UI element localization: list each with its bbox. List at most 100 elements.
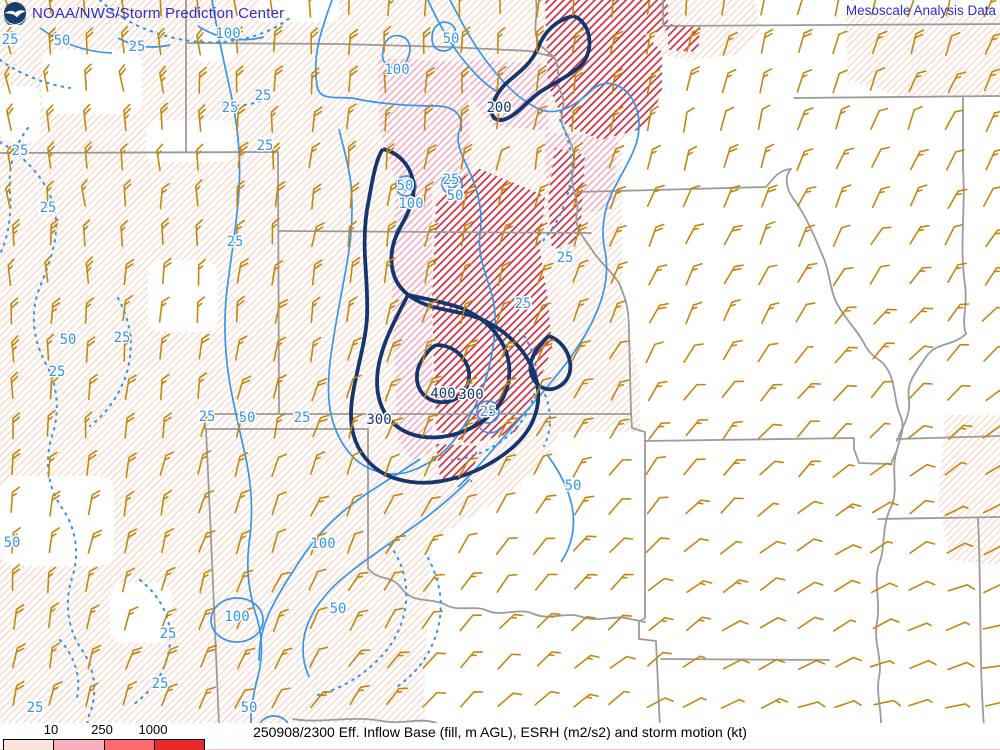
wind-barb	[907, 424, 934, 440]
wind-barb	[646, 69, 661, 95]
wind-barb	[80, 179, 88, 207]
wind-barb	[311, 183, 322, 210]
wind-barb	[723, 143, 739, 168]
wind-barb	[945, 0, 960, 17]
wind-barb	[86, 449, 98, 476]
contour-label-light: 25	[49, 364, 66, 380]
wind-barb	[944, 109, 965, 131]
wind-barb	[946, 384, 971, 401]
wind-barb	[869, 659, 895, 668]
wind-barb	[648, 223, 665, 247]
wind-barb	[982, 623, 1000, 630]
wind-barb	[645, 537, 670, 554]
wind-barb	[722, 339, 743, 361]
wind-barb	[460, 104, 469, 132]
wind-barb	[85, 682, 99, 708]
wind-barb	[347, 220, 358, 248]
wind-barb	[982, 502, 1000, 514]
legend-color-segment	[104, 740, 155, 750]
wind-barb	[309, 606, 328, 630]
wind-barb	[83, 103, 91, 132]
wind-barb	[533, 105, 547, 130]
legend-tick-labels: 10 250 1000	[3, 722, 223, 738]
wind-barb	[719, 540, 743, 555]
wind-barb	[682, 107, 695, 133]
wind-barb	[383, 453, 400, 478]
wind-barb	[160, 102, 169, 130]
contours-dotted	[0, 0, 573, 750]
wind-barb	[346, 451, 362, 475]
wind-barb	[311, 222, 325, 248]
wind-barb	[120, 0, 129, 18]
wind-barb	[683, 458, 706, 476]
wind-barb	[723, 264, 744, 285]
wind-barb	[234, 219, 246, 246]
contour-label-light: 25	[199, 409, 216, 425]
wind-barb	[235, 295, 245, 323]
wind-barb	[832, 464, 855, 478]
wind-barb	[869, 422, 891, 439]
page-title-link[interactable]: Mesoscale Analysis Data	[845, 3, 996, 18]
wind-barb	[870, 582, 899, 594]
wind-barb	[236, 258, 249, 284]
wind-barb	[870, 380, 894, 399]
wind-barb	[123, 606, 139, 631]
wind-barb	[610, 261, 628, 284]
contour-label-light: 25	[222, 100, 239, 116]
wind-barb	[535, 494, 557, 514]
wind-barb	[871, 0, 885, 16]
wind-barb	[195, 218, 204, 247]
wind-barb	[47, 141, 55, 169]
wind-barb	[982, 425, 1000, 439]
wind-barb	[869, 264, 890, 285]
wind-barb	[162, 257, 172, 285]
wind-barb	[571, 28, 584, 55]
wind-barb	[273, 413, 286, 439]
wind-barb	[421, 338, 436, 363]
wind-barb	[947, 188, 968, 209]
wind-barb	[757, 423, 783, 440]
wind-barb	[797, 107, 814, 131]
wind-barb	[758, 658, 786, 671]
wind-barb	[797, 28, 813, 54]
wind-barb	[907, 0, 923, 18]
wind-barb	[608, 224, 628, 247]
wind-barb	[872, 342, 896, 360]
wind-barb	[870, 226, 892, 246]
wind-barb	[198, 530, 216, 553]
wind-barb	[4, 181, 12, 209]
wind-barb	[349, 182, 360, 209]
wind-barb	[757, 104, 771, 130]
wind-barb	[797, 616, 824, 630]
wind-barb	[572, 297, 589, 322]
wind-barb	[610, 573, 634, 591]
wind-barb	[123, 258, 135, 286]
noaa-logo-icon[interactable]	[3, 1, 27, 25]
wind-barb	[348, 649, 371, 667]
wind-barb	[832, 224, 851, 247]
wind-barb	[158, 65, 167, 94]
wind-barb	[424, 258, 437, 284]
wind-barb	[120, 25, 129, 54]
wind-barb	[797, 500, 824, 514]
wind-barb	[123, 179, 132, 207]
wind-barb	[721, 620, 749, 632]
header-left: NOAA/NWS/Storm Prediction Center	[3, 1, 284, 25]
wind-barb	[310, 495, 330, 517]
site-title-link[interactable]: NOAA/NWS/Storm Prediction Center	[32, 4, 285, 22]
wind-barb	[757, 502, 780, 517]
wind-barb	[422, 652, 447, 669]
wind-barb	[85, 27, 94, 55]
wind-barb	[87, 490, 101, 516]
wind-barb	[49, 218, 59, 246]
wind-barb	[796, 581, 824, 594]
wind-barb	[236, 569, 254, 593]
wind-barb	[796, 0, 812, 16]
wind-barb	[12, 680, 25, 707]
contour-label-light: 25	[557, 250, 574, 266]
wind-barb	[6, 103, 14, 132]
wind-barb	[423, 222, 439, 247]
wind-barb	[383, 570, 404, 591]
wind-barb	[42, 64, 50, 92]
wind-barb	[834, 306, 857, 325]
